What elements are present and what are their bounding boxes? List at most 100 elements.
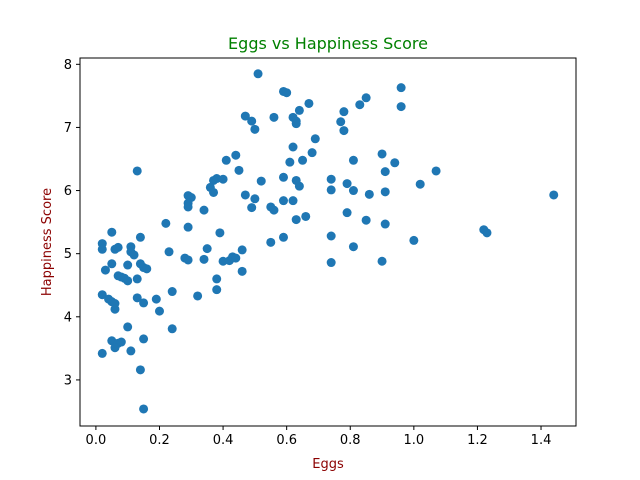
data-point <box>361 93 371 103</box>
y-tick-label: 7 <box>64 121 72 136</box>
data-point <box>164 247 174 257</box>
data-point <box>250 194 260 204</box>
data-point <box>377 256 387 266</box>
data-point <box>126 346 136 356</box>
data-point <box>380 167 390 177</box>
data-point <box>549 190 559 200</box>
data-point <box>326 258 336 268</box>
data-point <box>269 112 279 122</box>
data-point <box>209 187 219 197</box>
y-tick-label: 4 <box>64 310 72 325</box>
data-point <box>415 179 425 189</box>
data-point <box>390 158 400 168</box>
data-point <box>221 155 231 165</box>
x-tick-label: 1.2 <box>467 433 488 448</box>
x-tick-label: 1.0 <box>404 433 425 448</box>
data-point <box>215 228 225 238</box>
data-point <box>132 274 142 284</box>
data-point <box>298 155 308 165</box>
data-point <box>113 242 123 252</box>
data-point <box>97 348 107 358</box>
data-point <box>139 404 149 414</box>
x-tick-label: 0.4 <box>213 433 234 448</box>
data-point <box>135 365 145 375</box>
data-point <box>294 105 304 115</box>
data-point <box>218 174 228 184</box>
data-point <box>139 334 149 344</box>
data-point <box>409 235 419 245</box>
data-point <box>240 111 250 121</box>
points-layer <box>97 69 559 414</box>
data-point <box>240 190 250 200</box>
data-point <box>278 196 288 206</box>
data-point <box>123 276 133 286</box>
x-axis-ticks: 0.0 0.2 0.4 0.6 0.8 1.0 1.2 1.4 <box>86 426 552 448</box>
data-point <box>482 228 492 238</box>
x-tick-label: 0.0 <box>86 433 107 448</box>
data-point <box>212 285 222 295</box>
y-axis-label: Happiness Score <box>40 188 55 296</box>
data-point <box>123 260 133 270</box>
x-tick-label: 1.4 <box>531 433 552 448</box>
data-point <box>256 176 266 186</box>
data-point <box>348 186 358 196</box>
data-point <box>307 148 317 158</box>
data-point <box>288 196 298 206</box>
data-point <box>301 211 311 221</box>
data-point <box>396 102 406 112</box>
data-point <box>250 124 260 134</box>
data-point <box>212 274 222 284</box>
data-point <box>231 150 241 160</box>
data-point <box>97 244 107 254</box>
data-point <box>129 250 139 260</box>
data-point <box>336 117 346 127</box>
data-point <box>339 107 349 117</box>
data-point <box>269 205 279 215</box>
x-tick-label: 0.6 <box>276 433 297 448</box>
data-point <box>237 245 247 255</box>
data-point <box>247 116 257 126</box>
data-point <box>326 231 336 241</box>
x-tick-label: 0.8 <box>340 433 361 448</box>
plot-frame <box>79 57 577 427</box>
data-point <box>253 69 263 79</box>
data-point <box>199 205 209 215</box>
x-axis-label: Eggs <box>312 457 344 472</box>
y-tick-label: 3 <box>64 373 72 388</box>
data-point <box>342 208 352 218</box>
y-tick-label: 6 <box>64 184 72 199</box>
data-point <box>310 134 320 144</box>
data-point <box>183 202 193 212</box>
data-point <box>364 189 374 199</box>
data-point <box>288 142 298 152</box>
data-point <box>107 227 117 237</box>
data-point <box>282 88 292 98</box>
data-point <box>110 343 120 353</box>
data-point <box>132 166 142 176</box>
data-point <box>116 337 126 347</box>
data-point <box>278 232 288 242</box>
data-point <box>278 172 288 182</box>
data-point <box>294 181 304 191</box>
data-point <box>154 306 164 316</box>
data-point <box>167 324 177 334</box>
data-point <box>237 266 247 276</box>
data-point <box>234 165 244 175</box>
data-point <box>247 203 257 213</box>
data-point <box>100 265 110 275</box>
data-point <box>304 98 314 108</box>
data-point <box>380 219 390 229</box>
data-point <box>151 294 161 304</box>
data-point <box>202 244 212 254</box>
data-point <box>342 179 352 189</box>
data-point <box>193 291 203 301</box>
data-point <box>110 304 120 314</box>
data-point <box>161 218 171 228</box>
data-point <box>107 259 117 269</box>
chart-title: Eggs vs Happiness Score <box>228 34 428 53</box>
data-point <box>339 126 349 136</box>
data-point <box>97 290 107 300</box>
data-point <box>139 298 149 308</box>
